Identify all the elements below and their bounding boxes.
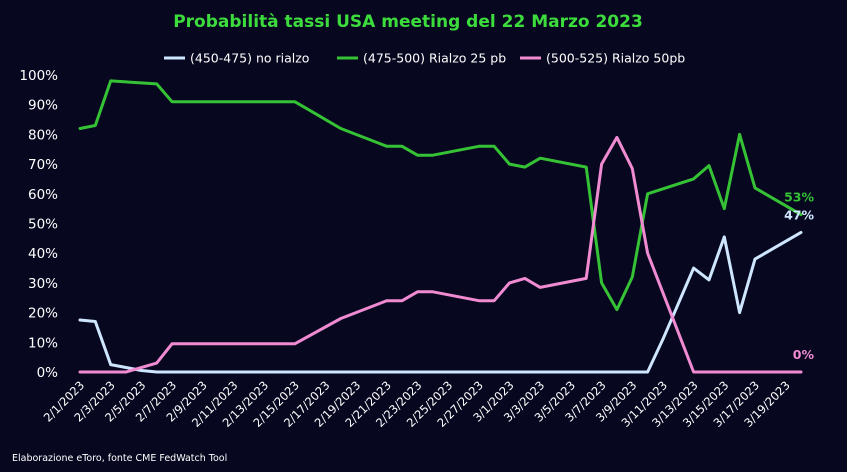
legend-item-no-rialzo: (450-475) no rialzo bbox=[164, 51, 309, 66]
legend-label-rialzo-25: (475-500) Rialzo 25 pb bbox=[363, 51, 506, 66]
y-tick-label: 40% bbox=[28, 246, 58, 262]
y-tick-label: 20% bbox=[28, 306, 58, 322]
y-tick-label: 50% bbox=[28, 217, 58, 233]
legend-item-rialzo-25: (475-500) Rialzo 25 pb bbox=[337, 51, 506, 66]
chart-title: Probabilità tassi USA meeting del 22 Mar… bbox=[173, 12, 643, 32]
legend-label-no-rialzo: (450-475) no rialzo bbox=[190, 51, 309, 66]
x-axis: 2/1/20232/3/20232/5/20232/7/20232/9/2023… bbox=[41, 378, 793, 430]
series-line-rialzo-25 bbox=[78, 79, 803, 312]
legend-label-rialzo-50: (500-525) Rialzo 50pb bbox=[546, 51, 685, 66]
y-tick-label: 60% bbox=[28, 187, 58, 203]
end-label-no-rialzo: 47% bbox=[784, 207, 814, 222]
series-line-no-rialzo bbox=[78, 230, 803, 374]
legend: (450-475) no rialzo (475-500) Rialzo 25 … bbox=[164, 51, 685, 66]
y-tick-label: 70% bbox=[28, 157, 58, 173]
y-tick-label: 0% bbox=[37, 365, 59, 381]
y-tick-label: 30% bbox=[28, 276, 58, 292]
y-axis: 0% 10% 20% 30% 40% 50% 60% 70% 80% 90% 100% bbox=[19, 68, 58, 381]
y-tick-label: 90% bbox=[28, 98, 58, 114]
end-label-rialzo-25: 53% bbox=[784, 190, 814, 205]
series-lines bbox=[78, 79, 803, 374]
end-label-rialzo-50: 0% bbox=[793, 347, 815, 362]
series-line-rialzo-50 bbox=[78, 135, 803, 374]
legend-item-rialzo-50: (500-525) Rialzo 50pb bbox=[520, 51, 685, 66]
y-tick-label: 10% bbox=[28, 335, 58, 351]
end-labels: 47% 53% 0% bbox=[784, 190, 814, 362]
source-note: Elaborazione eToro, fonte CME FedWatch T… bbox=[12, 453, 227, 464]
y-tick-label: 80% bbox=[28, 127, 58, 143]
y-tick-label: 100% bbox=[19, 68, 58, 84]
